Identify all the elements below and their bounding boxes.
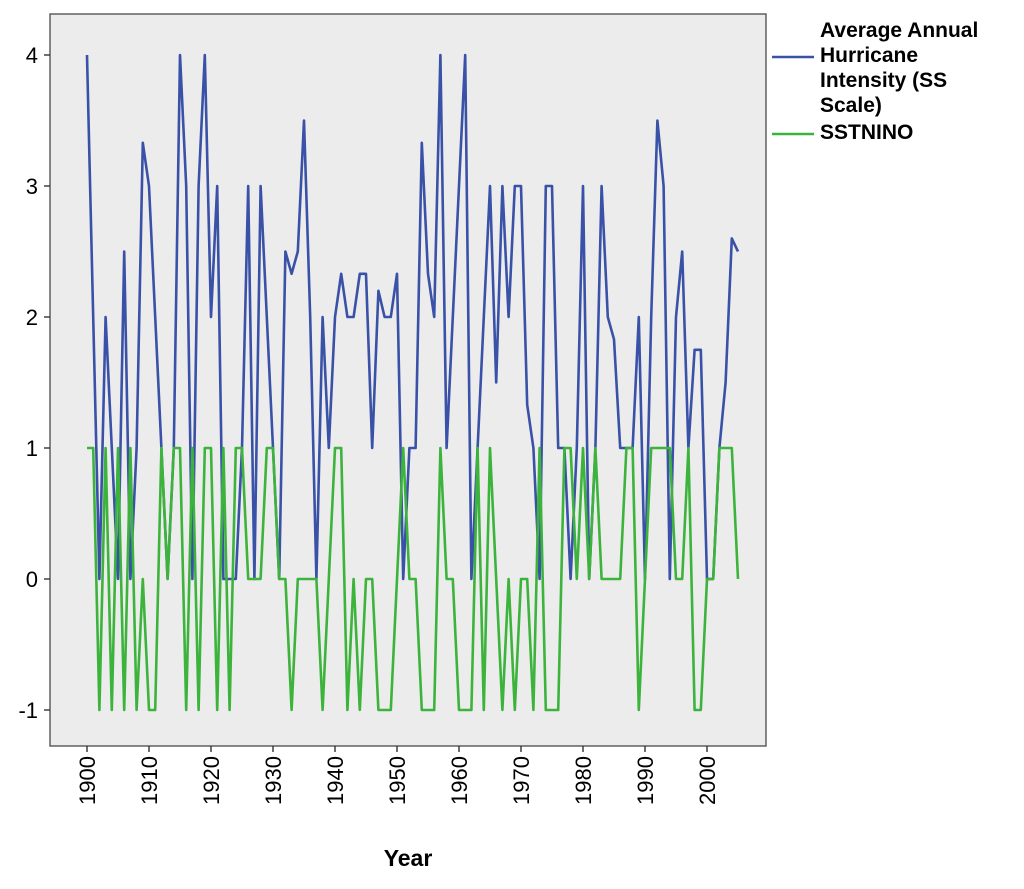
x-tick-label: 1950: [385, 756, 410, 805]
x-tick-label: 1990: [633, 756, 658, 805]
x-axis: 1900 1910 1920 1930 1940 1950 1960 1970 1980 1990…: [75, 746, 720, 805]
y-tick-label: 3: [26, 174, 38, 199]
x-tick-label: 1930: [261, 756, 286, 805]
x-tick-label: 1920: [199, 756, 224, 805]
x-tick-label: 1980: [571, 756, 596, 805]
y-tick-label: 1: [26, 436, 38, 461]
y-tick-label: -1: [18, 698, 38, 723]
x-tick-label: 2000: [695, 756, 720, 805]
legend-label-line: Intensity (SS: [820, 69, 947, 92]
legend-label-line: Hurricane: [820, 44, 918, 67]
series-layer: [85, 53, 740, 712]
y-axis: -1 0 1 2 3 4: [18, 43, 50, 723]
x-axis-title: Year: [384, 845, 433, 871]
legend-label-line: SSTNINO: [820, 121, 913, 144]
y-tick-label: 2: [26, 305, 38, 330]
series-line-sstnino: [87, 446, 740, 712]
plot-area: [49, 13, 767, 747]
x-tick-label: 1960: [447, 756, 472, 805]
x-tick-label: 1970: [509, 756, 534, 805]
legend-label-line: Average Annual: [820, 19, 978, 42]
y-tick-label: 0: [26, 567, 38, 592]
x-tick-label: 1910: [137, 756, 162, 805]
y-tick-label: 4: [26, 43, 38, 68]
x-tick-label: 1900: [75, 756, 100, 805]
x-tick-label: 1940: [323, 756, 348, 805]
legend-label-line: Scale): [820, 94, 882, 117]
